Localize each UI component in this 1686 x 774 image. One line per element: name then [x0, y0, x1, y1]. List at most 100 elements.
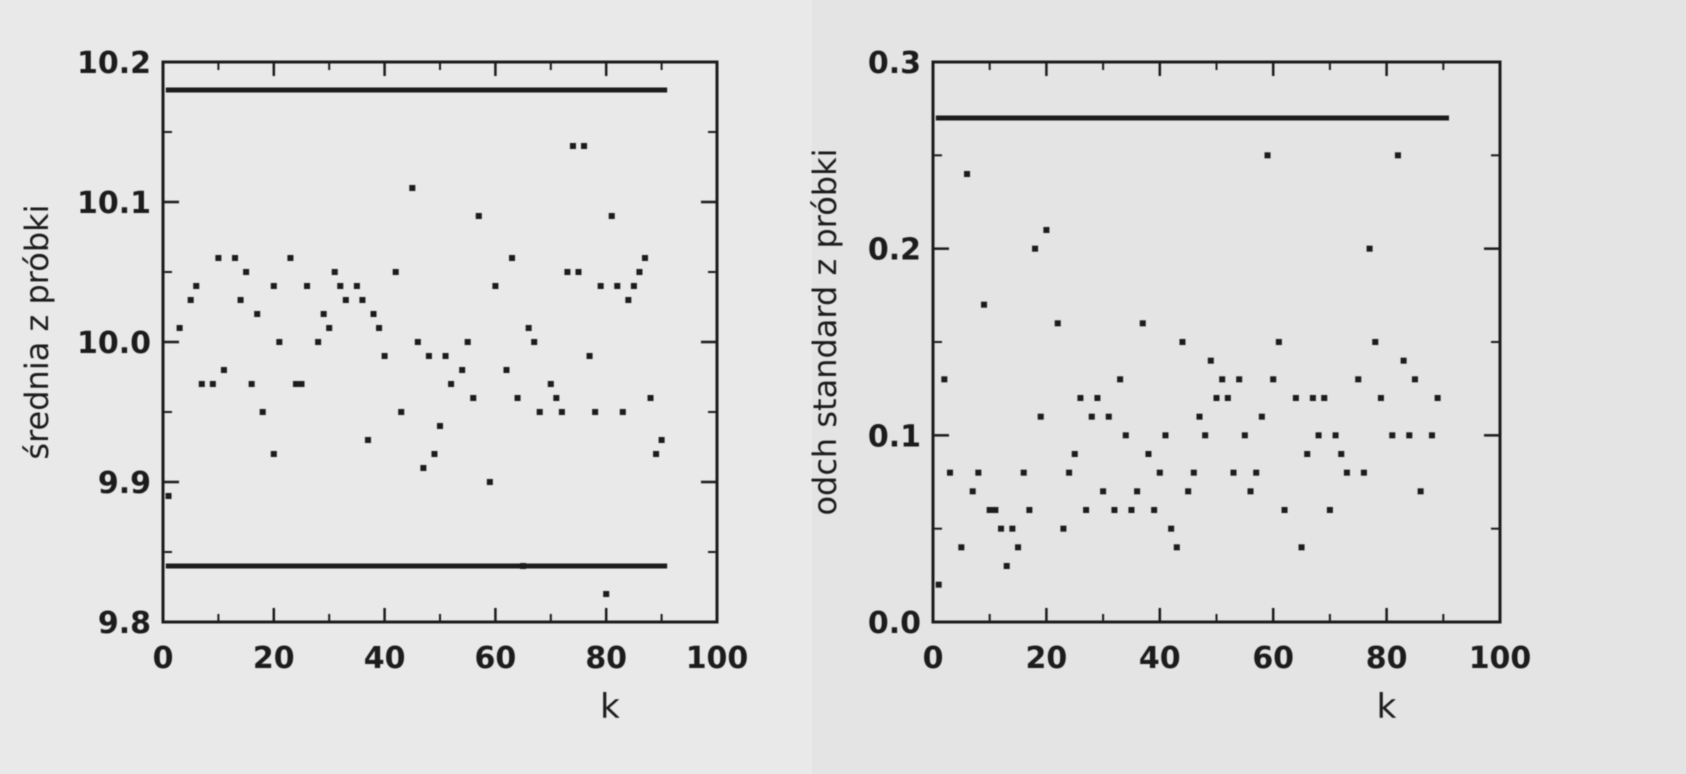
data-point — [409, 185, 416, 191]
data-point — [1156, 469, 1163, 476]
data-point — [1105, 413, 1112, 420]
data-point — [653, 451, 660, 457]
data-point — [614, 283, 621, 289]
data-point — [1173, 544, 1180, 551]
data-point — [1015, 544, 1022, 551]
x-tick-label: 60 — [1252, 641, 1294, 676]
data-point — [592, 409, 599, 415]
data-point — [165, 493, 172, 499]
x-axis-label: k — [1377, 687, 1397, 727]
data-point — [414, 339, 421, 345]
data-point — [464, 339, 471, 345]
x-tick-label: 40 — [364, 641, 406, 676]
data-point — [442, 353, 449, 359]
data-point — [1406, 432, 1413, 439]
data-point — [1236, 376, 1243, 383]
data-point — [198, 381, 205, 387]
data-point — [1094, 395, 1101, 401]
data-point — [1207, 357, 1214, 364]
data-point — [193, 283, 200, 289]
data-point — [625, 297, 632, 303]
data-point — [448, 381, 455, 387]
data-point — [947, 469, 954, 476]
x-tick-label: 20 — [1026, 641, 1068, 676]
data-point — [370, 311, 377, 317]
data-point — [187, 297, 194, 303]
data-point — [520, 563, 527, 569]
data-point — [1196, 413, 1203, 420]
data-point — [636, 269, 643, 275]
data-point — [232, 255, 239, 261]
data-point — [630, 283, 637, 289]
data-point — [525, 325, 532, 331]
data-point — [1185, 488, 1192, 495]
data-point — [353, 283, 360, 289]
data-point — [248, 381, 255, 387]
data-point — [1253, 469, 1260, 476]
data-point — [1179, 339, 1186, 345]
data-point — [603, 591, 610, 597]
x-tick-label: 80 — [1366, 641, 1408, 676]
data-point — [1151, 507, 1158, 513]
data-point — [986, 507, 993, 513]
data-point — [1417, 488, 1424, 495]
data-point — [547, 381, 554, 387]
data-point — [392, 269, 399, 275]
data-point — [486, 479, 493, 485]
data-point — [553, 395, 560, 401]
chart-1: 0 20 40 60 80 100 9.8 9.9 10.0 10.1 10.2 k średnia z… — [18, 46, 748, 727]
data-point — [1003, 563, 1010, 569]
data-point — [558, 409, 565, 415]
data-point — [381, 353, 388, 359]
data-point — [1122, 432, 1129, 439]
data-point — [1315, 432, 1322, 439]
data-point — [647, 395, 654, 401]
data-point — [941, 376, 948, 383]
y-tick-label: 9.8 — [98, 606, 151, 641]
data-point — [1224, 395, 1231, 401]
data-point — [1377, 395, 1384, 401]
data-point — [1134, 488, 1141, 495]
data-point — [1360, 469, 1367, 476]
data-point — [1326, 507, 1333, 513]
y-tick-label: 0.1 — [868, 419, 921, 454]
data-point — [964, 171, 971, 177]
data-point — [320, 311, 327, 317]
x-tick-label: 100 — [1469, 641, 1532, 676]
data-point — [437, 423, 443, 429]
x-tick-label: 60 — [475, 641, 517, 676]
data-point — [1128, 507, 1135, 513]
data-point — [1145, 451, 1152, 457]
data-point — [1400, 357, 1407, 364]
x-tick-label: 100 — [686, 641, 749, 676]
y-tick-label: 9.9 — [98, 466, 151, 501]
data-point — [359, 297, 366, 303]
data-point — [1258, 413, 1265, 420]
data-point — [1037, 413, 1044, 420]
data-point — [1275, 339, 1282, 345]
data-point — [1043, 227, 1050, 233]
data-point — [237, 297, 244, 303]
data-point — [1213, 395, 1220, 401]
data-point — [1281, 507, 1288, 513]
data-point — [259, 409, 266, 415]
data-point — [969, 488, 976, 495]
data-point — [569, 143, 576, 149]
data-point — [326, 325, 333, 331]
y-tick-label: 0.2 — [868, 233, 921, 268]
data-point — [1241, 432, 1248, 439]
data-point — [1111, 507, 1118, 513]
x-tick-label: 0 — [923, 641, 944, 676]
data-point — [1292, 395, 1299, 401]
data-point — [586, 353, 593, 359]
x-tick-label: 80 — [585, 641, 627, 676]
data-point — [1100, 488, 1107, 495]
data-point — [220, 367, 227, 373]
x-tick-label: 20 — [253, 641, 295, 676]
data-point — [270, 451, 277, 457]
data-point — [658, 437, 665, 443]
data-point — [492, 283, 499, 289]
data-point — [254, 311, 261, 317]
data-point — [243, 269, 250, 275]
data-point — [270, 283, 277, 289]
